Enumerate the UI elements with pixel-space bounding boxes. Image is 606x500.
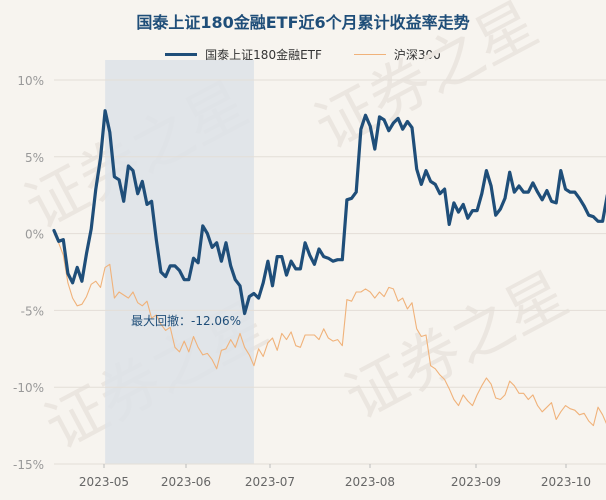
series-layer [52,109,606,427]
y-tick-label: 5% [25,151,44,165]
legend-label-etf: 国泰上证180金融ETF [205,48,322,62]
watermark-text: 证券之星 [334,259,579,433]
y-tick-label: 10% [17,74,44,88]
annotation-layer: 最大回撤：-12.06% [131,313,241,328]
legend-swatch-csi300 [353,54,386,55]
legend-label-csi300: 沪深300 [393,48,441,62]
watermark-text: 证券之星 [304,0,549,163]
x-tick-label: 2023-08 [345,475,395,489]
y-tick-label: -15% [13,458,44,472]
grid-layer [54,79,606,465]
x-tick-label: 2023-10 [541,475,591,489]
y-tick-label: 0% [25,228,44,242]
legend: 国泰上证180金融ETF 沪深300 [0,46,606,63]
x-tick-label: 2023-05 [79,475,129,489]
legend-item-etf: 国泰上证180金融ETF [165,46,322,63]
series-line-etf [52,109,606,316]
x-tick-label: 2023-06 [161,475,211,489]
series-line-csi300 [53,233,606,427]
chart-title: 国泰上证180金融ETF近6个月累计收益率走势 [136,13,470,32]
max-drawdown-label: 最大回撤：-12.06% [131,313,241,328]
y-tick-label: -5% [21,304,44,318]
axis-layer: 10% 5% 0% -5% -10% -15% 2023-05 2023-06 2023-07 2… [13,74,591,489]
legend-swatch-etf [165,53,198,56]
x-tick-label: 2023-07 [245,475,295,489]
x-tick-label: 2023-09 [451,475,501,489]
legend-item-csi300: 沪深300 [353,46,441,63]
drawdown-layer [105,60,254,464]
y-tick-label: -10% [13,381,44,395]
max-drawdown-region [105,60,254,464]
